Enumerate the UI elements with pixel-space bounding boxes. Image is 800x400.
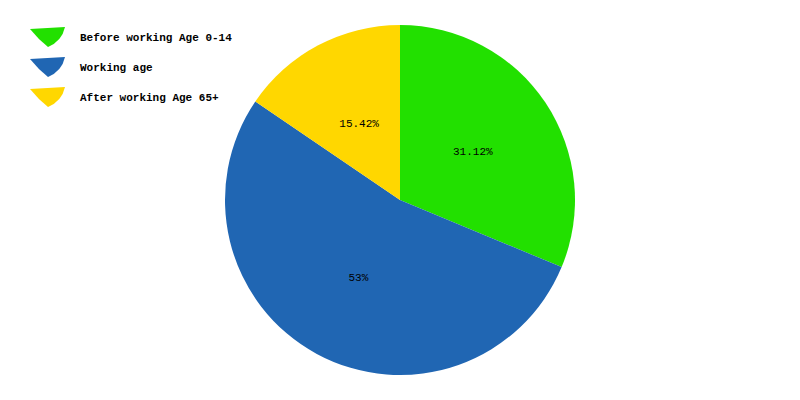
- data-label: 31.12%: [453, 146, 493, 158]
- legend-label: Working age: [80, 62, 153, 74]
- chart-container: 31.12% 53% 15.42% Before working Age 0-14 Wo…: [0, 0, 800, 400]
- data-labels: 31.12% 53% 15.42%: [339, 118, 493, 284]
- chart-svg: 31.12% 53% 15.42% Before working Age 0-14 Wo…: [0, 0, 800, 400]
- legend-label: After working Age 65+: [80, 92, 219, 104]
- pie-group: [225, 25, 575, 375]
- legend-swatch: [30, 57, 65, 77]
- legend-swatch: [30, 27, 65, 47]
- data-label: 53%: [348, 272, 368, 284]
- legend-label: Before working Age 0-14: [80, 32, 232, 44]
- legend-swatch: [30, 87, 65, 107]
- pie-slice: [255, 25, 400, 200]
- data-label: 15.42%: [339, 118, 379, 130]
- legend: Before working Age 0-14 Working age After …: [30, 27, 232, 107]
